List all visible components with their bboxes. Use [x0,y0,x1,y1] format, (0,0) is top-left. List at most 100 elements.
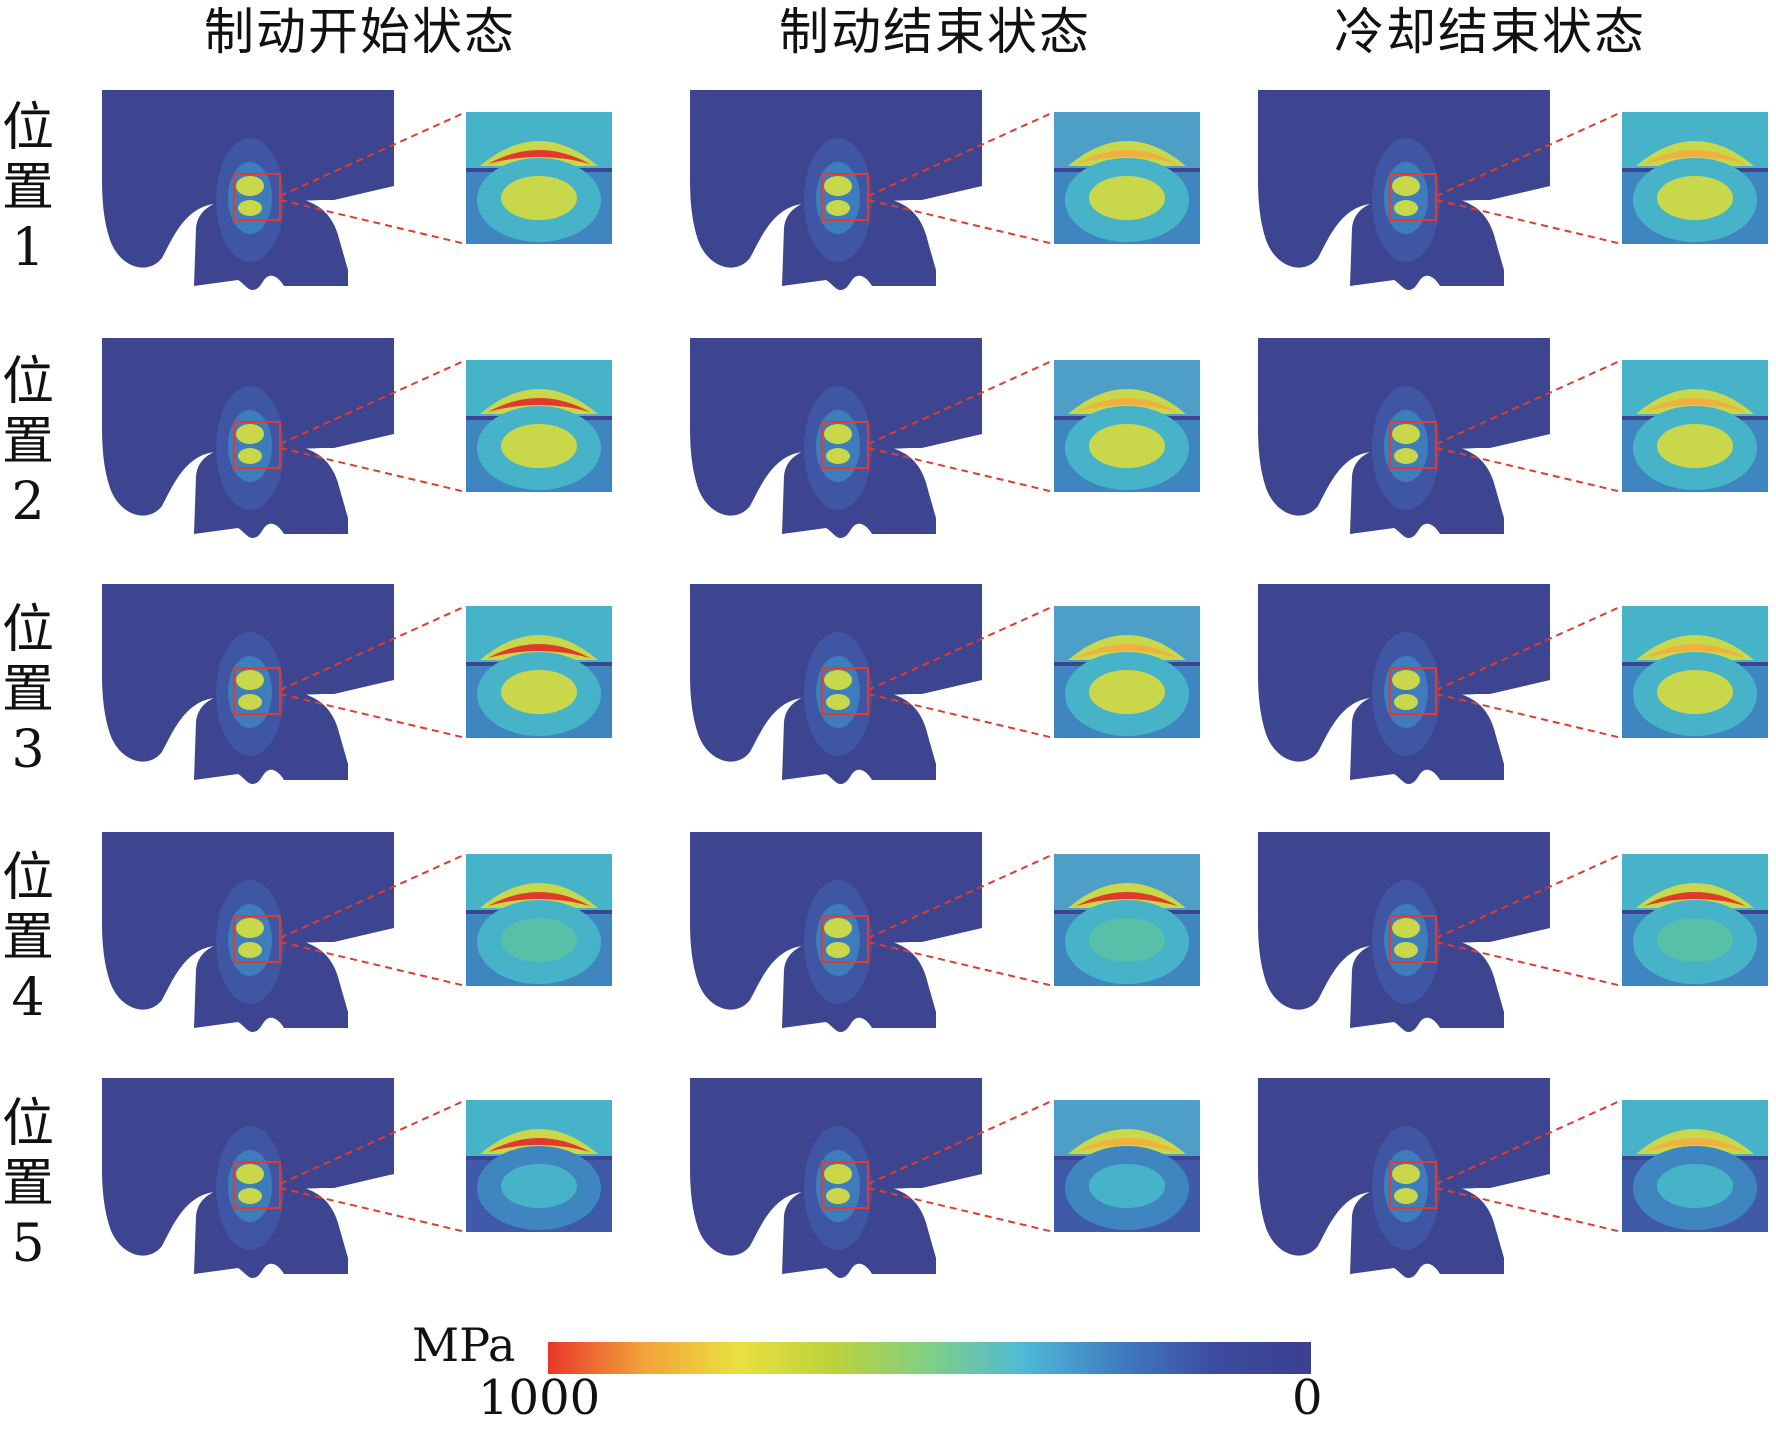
stress-core-upper [824,1164,852,1184]
zoom-lower-core [501,176,577,220]
stress-core-upper [824,176,852,196]
panel-row5-col2 [690,1078,1200,1278]
panel-row2-col2 [690,338,1200,538]
stress-core-lower [826,200,850,216]
leader-line-bottom [1435,1187,1623,1233]
panel-row4-col2 [690,832,1200,1032]
zoom-lower-core [1657,918,1733,962]
colorbar-min-label: 0 [1292,1370,1323,1426]
leader-line-top [867,605,1055,691]
leader-line-bottom [1435,199,1623,245]
leader-line-top [867,853,1055,939]
stress-core-lower [1394,942,1418,958]
zoom-peak-band [1644,892,1746,906]
leader-line-bottom [1435,447,1623,493]
zoom-peak-band [488,398,590,412]
stress-core-upper [236,918,264,938]
zoom-lower-core [1657,670,1733,714]
stress-core-lower [238,200,262,216]
zoom-selection-box [233,915,281,963]
zoom-selection-box [1389,1161,1437,1209]
stress-core-upper [1392,176,1420,196]
zoom-lower-core [501,1164,577,1208]
zoom-lower-core [1089,918,1165,962]
zoom-peak-band [1076,150,1178,164]
zoom-lower-core [1089,176,1165,220]
leader-line-top [279,1099,467,1185]
zoom-selection-box [821,173,869,221]
stress-core-lower [238,694,262,710]
zoom-peak-band [1644,644,1746,658]
column-title-cooling-end: 冷却结束状态 [1334,3,1646,61]
zoom-lower-core [1089,670,1165,714]
stress-core-upper [1392,670,1420,690]
stress-core-lower [826,942,850,958]
zoom-selection-box [821,667,869,715]
zoom-peak-band [1076,398,1178,412]
leader-line-bottom [1435,693,1623,739]
panel-row2-col3 [1258,338,1768,538]
leader-line-top [867,1099,1055,1185]
leader-line-bottom [867,693,1055,739]
zoom-lower-core [1089,424,1165,468]
leader-line-top [1435,359,1623,445]
panel-row3-col3 [1258,584,1768,784]
zoom-selection-box [233,667,281,715]
zoom-selection-box [1389,667,1437,715]
column-title-brake-end: 制动结束状态 [779,3,1091,61]
leader-line-bottom [867,941,1055,987]
panel-row3-col1 [102,584,612,784]
leader-line-top [279,605,467,691]
leader-line-bottom [279,941,467,987]
stress-core-lower [826,448,850,464]
zoom-selection-box [1389,421,1437,469]
panel-row4-col1 [102,832,612,1032]
stress-core-lower [238,1188,262,1204]
zoom-peak-band [488,1138,590,1152]
zoom-peak-band [1076,1138,1178,1152]
stress-core-upper [1392,1164,1420,1184]
zoom-peak-band [488,892,590,906]
zoom-selection-box [821,915,869,963]
stress-core-upper [824,918,852,938]
zoom-peak-band [1076,892,1178,906]
panel-row3-col2 [690,584,1200,784]
colorbar-unit-label: MPa [412,1318,516,1372]
stress-core-upper [236,1164,264,1184]
stress-core-lower [1394,448,1418,464]
colorbar-max-label: 1000 [478,1370,601,1426]
leader-line-bottom [867,199,1055,245]
leader-line-bottom [279,1187,467,1233]
zoom-selection-box [1389,173,1437,221]
panel-row1-col1 [102,90,612,290]
stress-core-lower [238,448,262,464]
stress-core-lower [826,1188,850,1204]
leader-line-top [867,359,1055,445]
zoom-selection-box [233,1161,281,1209]
zoom-peak-band [1076,644,1178,658]
stress-core-lower [1394,694,1418,710]
zoom-selection-box [1389,915,1437,963]
zoom-peak-band [1644,1138,1746,1152]
zoom-lower-core [501,918,577,962]
stress-core-upper [824,670,852,690]
zoom-lower-core [501,424,577,468]
stress-core-lower [1394,200,1418,216]
panel-row4-col3 [1258,832,1768,1032]
leader-line-bottom [867,447,1055,493]
zoom-lower-core [1657,176,1733,220]
zoom-selection-box [821,421,869,469]
stress-core-upper [236,670,264,690]
zoom-selection-box [233,421,281,469]
column-title-brake-start: 制动开始状态 [204,3,516,61]
zoom-peak-band [1644,150,1746,164]
panel-row5-col1 [102,1078,612,1278]
colorbar [548,1342,1311,1374]
stress-core-lower [826,694,850,710]
zoom-lower-core [1657,424,1733,468]
zoom-lower-core [501,670,577,714]
leader-line-top [867,111,1055,197]
zoom-selection-box [821,1161,869,1209]
